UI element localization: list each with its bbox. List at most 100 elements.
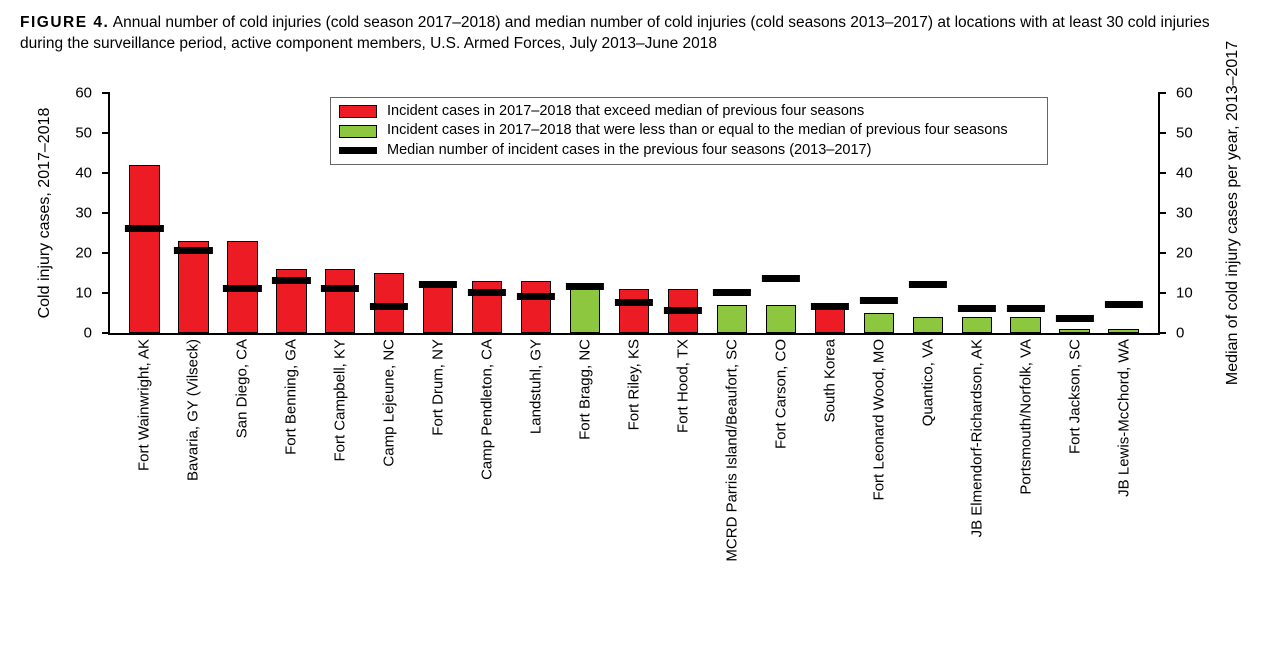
- x-tick-label: Fort Leonard Wood, MO: [870, 339, 887, 500]
- median-marker: [272, 277, 310, 284]
- bar: [570, 289, 600, 333]
- bar-slot: [120, 93, 169, 333]
- y-tick-mark: [1158, 292, 1166, 294]
- bar: [1010, 317, 1040, 333]
- x-tick-label: Fort Wainwright, AK: [136, 339, 153, 471]
- median-marker: [615, 299, 653, 306]
- median-marker: [1007, 305, 1045, 312]
- bar-slot: [267, 93, 316, 333]
- bar: [962, 317, 992, 333]
- x-tick-label: Fort Jackson, SC: [1066, 339, 1083, 454]
- bar-slot: [218, 93, 267, 333]
- y-tick-label: 20: [1176, 245, 1193, 260]
- bar: [766, 305, 796, 333]
- y-tick-label: 0: [84, 325, 92, 340]
- x-tick-label: JB Lewis-McChord, WA: [1115, 339, 1132, 497]
- y-tick-mark: [1158, 332, 1166, 334]
- bar: [178, 241, 208, 333]
- bar-slot: [1099, 93, 1148, 333]
- legend-item: Median number of incident cases in the p…: [339, 141, 1039, 161]
- legend-item: Incident cases in 2017–2018 that exceed …: [339, 102, 1039, 122]
- bar: [521, 281, 551, 333]
- bar: [1108, 329, 1138, 333]
- y-tick-label: 60: [1176, 85, 1193, 100]
- x-tick-label: MCRD Parris Island/Beaufort, SC: [723, 339, 740, 562]
- y-tick-label: 60: [75, 85, 92, 100]
- bar-slot: [1050, 93, 1099, 333]
- legend-swatch-exceed: [339, 105, 377, 118]
- y-tick-mark: [102, 212, 110, 214]
- median-marker: [860, 297, 898, 304]
- legend-text: Incident cases in 2017–2018 that were le…: [387, 121, 1008, 141]
- y-tick-label: 40: [1176, 165, 1193, 180]
- figure-caption: FIGURE 4. Annual number of cold injuries…: [20, 12, 1250, 55]
- median-marker: [419, 281, 457, 288]
- bar: [129, 165, 159, 333]
- y-tick-mark: [1158, 172, 1166, 174]
- y-axis-right-title: Median of cold injury cases per year, 20…: [1224, 41, 1242, 385]
- legend: Incident cases in 2017–2018 that exceed …: [330, 97, 1048, 166]
- x-tick-label: Fort Carson, CO: [772, 339, 789, 449]
- figure-caption-text: Annual number of cold injuries (cold sea…: [20, 14, 1210, 52]
- median-marker: [958, 305, 996, 312]
- x-tick-label: Fort Bragg, NC: [577, 339, 594, 440]
- median-marker: [517, 293, 555, 300]
- bar: [717, 305, 747, 333]
- bar: [423, 281, 453, 333]
- y-tick-mark: [1158, 92, 1166, 94]
- bar: [619, 289, 649, 333]
- y-tick-label: 50: [1176, 125, 1193, 140]
- y-tick-label: 30: [75, 205, 92, 220]
- y-tick-label: 10: [1176, 285, 1193, 300]
- x-tick-label: San Diego, CA: [234, 339, 251, 438]
- y-tick-mark: [102, 132, 110, 134]
- y-tick-mark: [102, 292, 110, 294]
- legend-swatch-median: [339, 147, 377, 154]
- median-marker: [566, 283, 604, 290]
- y-tick-mark: [102, 252, 110, 254]
- median-marker: [125, 225, 163, 232]
- bar: [325, 269, 355, 333]
- median-marker: [223, 285, 261, 292]
- x-tick-label: Landstuhl, GY: [528, 339, 545, 434]
- chart: Cold injury cases, 2017–2018 Median of c…: [20, 63, 1255, 623]
- plot-area: Incident cases in 2017–2018 that exceed …: [108, 93, 1160, 335]
- legend-text: Median number of incident cases in the p…: [387, 141, 871, 161]
- y-tick-mark: [102, 92, 110, 94]
- x-tick-label: JB Elmendorf-Richardson, AK: [968, 339, 985, 537]
- median-marker: [811, 303, 849, 310]
- x-tick-label: Camp Pendleton, CA: [479, 339, 496, 480]
- bar: [913, 317, 943, 333]
- y-tick-label: 0: [1176, 325, 1184, 340]
- figure-label: FIGURE 4.: [20, 14, 109, 31]
- y-tick-mark: [1158, 212, 1166, 214]
- x-tick-label: Portsmouth/Norfolk, VA: [1017, 339, 1034, 495]
- y-tick-label: 20: [75, 245, 92, 260]
- x-tick-label: Fort Benning, GA: [283, 339, 300, 455]
- x-tick-label: Fort Hood, TX: [674, 339, 691, 433]
- y-tick-label: 30: [1176, 205, 1193, 220]
- median-marker: [1055, 315, 1093, 322]
- bar: [864, 313, 894, 333]
- median-marker: [664, 307, 702, 314]
- median-marker: [321, 285, 359, 292]
- median-marker: [174, 247, 212, 254]
- y-axis-left-title: Cold injury cases, 2017–2018: [36, 107, 54, 318]
- median-marker: [1104, 301, 1142, 308]
- y-tick-mark: [1158, 132, 1166, 134]
- legend-swatch-below: [339, 125, 377, 138]
- median-marker: [713, 289, 751, 296]
- y-tick-mark: [102, 172, 110, 174]
- x-tick-label: South Korea: [821, 339, 838, 422]
- legend-text: Incident cases in 2017–2018 that exceed …: [387, 102, 864, 122]
- bar-slot: [169, 93, 218, 333]
- x-tick-label: Bavaria, GY (Vilseck): [185, 339, 202, 481]
- median-marker: [762, 275, 800, 282]
- median-marker: [468, 289, 506, 296]
- y-tick-mark: [1158, 252, 1166, 254]
- y-tick-label: 40: [75, 165, 92, 180]
- x-tick-label: Fort Campbell, KY: [332, 339, 349, 462]
- y-tick-label: 10: [75, 285, 92, 300]
- x-tick-label: Camp Lejeune, NC: [381, 339, 398, 467]
- y-tick-mark: [102, 332, 110, 334]
